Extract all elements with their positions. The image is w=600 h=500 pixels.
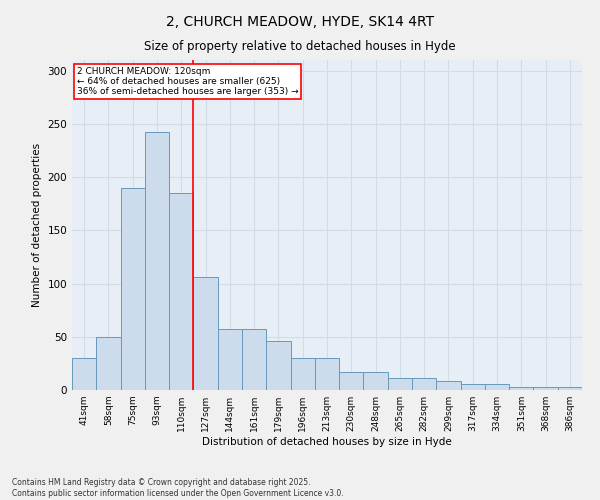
Bar	[339, 372, 364, 390]
Bar	[121, 188, 145, 390]
Bar	[533, 387, 558, 390]
Bar	[436, 382, 461, 390]
Bar	[193, 277, 218, 390]
Bar	[242, 330, 266, 390]
Bar	[290, 358, 315, 390]
Bar	[315, 358, 339, 390]
Bar	[96, 337, 121, 390]
Bar	[461, 384, 485, 390]
X-axis label: Distribution of detached houses by size in Hyde: Distribution of detached houses by size …	[202, 437, 452, 447]
Y-axis label: Number of detached properties: Number of detached properties	[32, 143, 42, 307]
Bar	[72, 358, 96, 390]
Text: Size of property relative to detached houses in Hyde: Size of property relative to detached ho…	[144, 40, 456, 53]
Bar	[485, 384, 509, 390]
Text: 2 CHURCH MEADOW: 120sqm
← 64% of detached houses are smaller (625)
36% of semi-d: 2 CHURCH MEADOW: 120sqm ← 64% of detache…	[77, 66, 299, 96]
Bar	[218, 330, 242, 390]
Bar	[169, 193, 193, 390]
Text: Contains HM Land Registry data © Crown copyright and database right 2025.
Contai: Contains HM Land Registry data © Crown c…	[12, 478, 344, 498]
Bar	[266, 341, 290, 390]
Bar	[388, 378, 412, 390]
Bar	[145, 132, 169, 390]
Bar	[412, 378, 436, 390]
Bar	[364, 372, 388, 390]
Bar	[558, 387, 582, 390]
Bar	[509, 387, 533, 390]
Text: 2, CHURCH MEADOW, HYDE, SK14 4RT: 2, CHURCH MEADOW, HYDE, SK14 4RT	[166, 15, 434, 29]
